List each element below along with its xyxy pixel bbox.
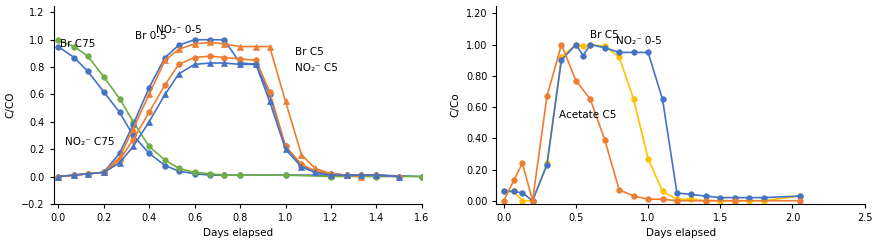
Text: NO₂⁻ 0-5: NO₂⁻ 0-5 — [616, 36, 661, 46]
Text: Br 0-5: Br 0-5 — [135, 31, 167, 41]
Text: NO₂⁻ C75: NO₂⁻ C75 — [65, 137, 114, 147]
Y-axis label: C/Co: C/Co — [450, 92, 460, 117]
Y-axis label: C/CO: C/CO — [5, 92, 16, 118]
Text: Br C5: Br C5 — [295, 47, 323, 57]
X-axis label: Days elapsed: Days elapsed — [645, 228, 715, 238]
Text: Br C5: Br C5 — [589, 30, 618, 40]
Text: NO₂⁻ 0-5: NO₂⁻ 0-5 — [156, 25, 202, 35]
Text: Br C75: Br C75 — [61, 39, 96, 49]
X-axis label: Days elapsed: Days elapsed — [203, 228, 273, 238]
Text: Acetate C5: Acetate C5 — [558, 110, 615, 120]
Text: NO₂⁻ C5: NO₂⁻ C5 — [295, 63, 337, 73]
